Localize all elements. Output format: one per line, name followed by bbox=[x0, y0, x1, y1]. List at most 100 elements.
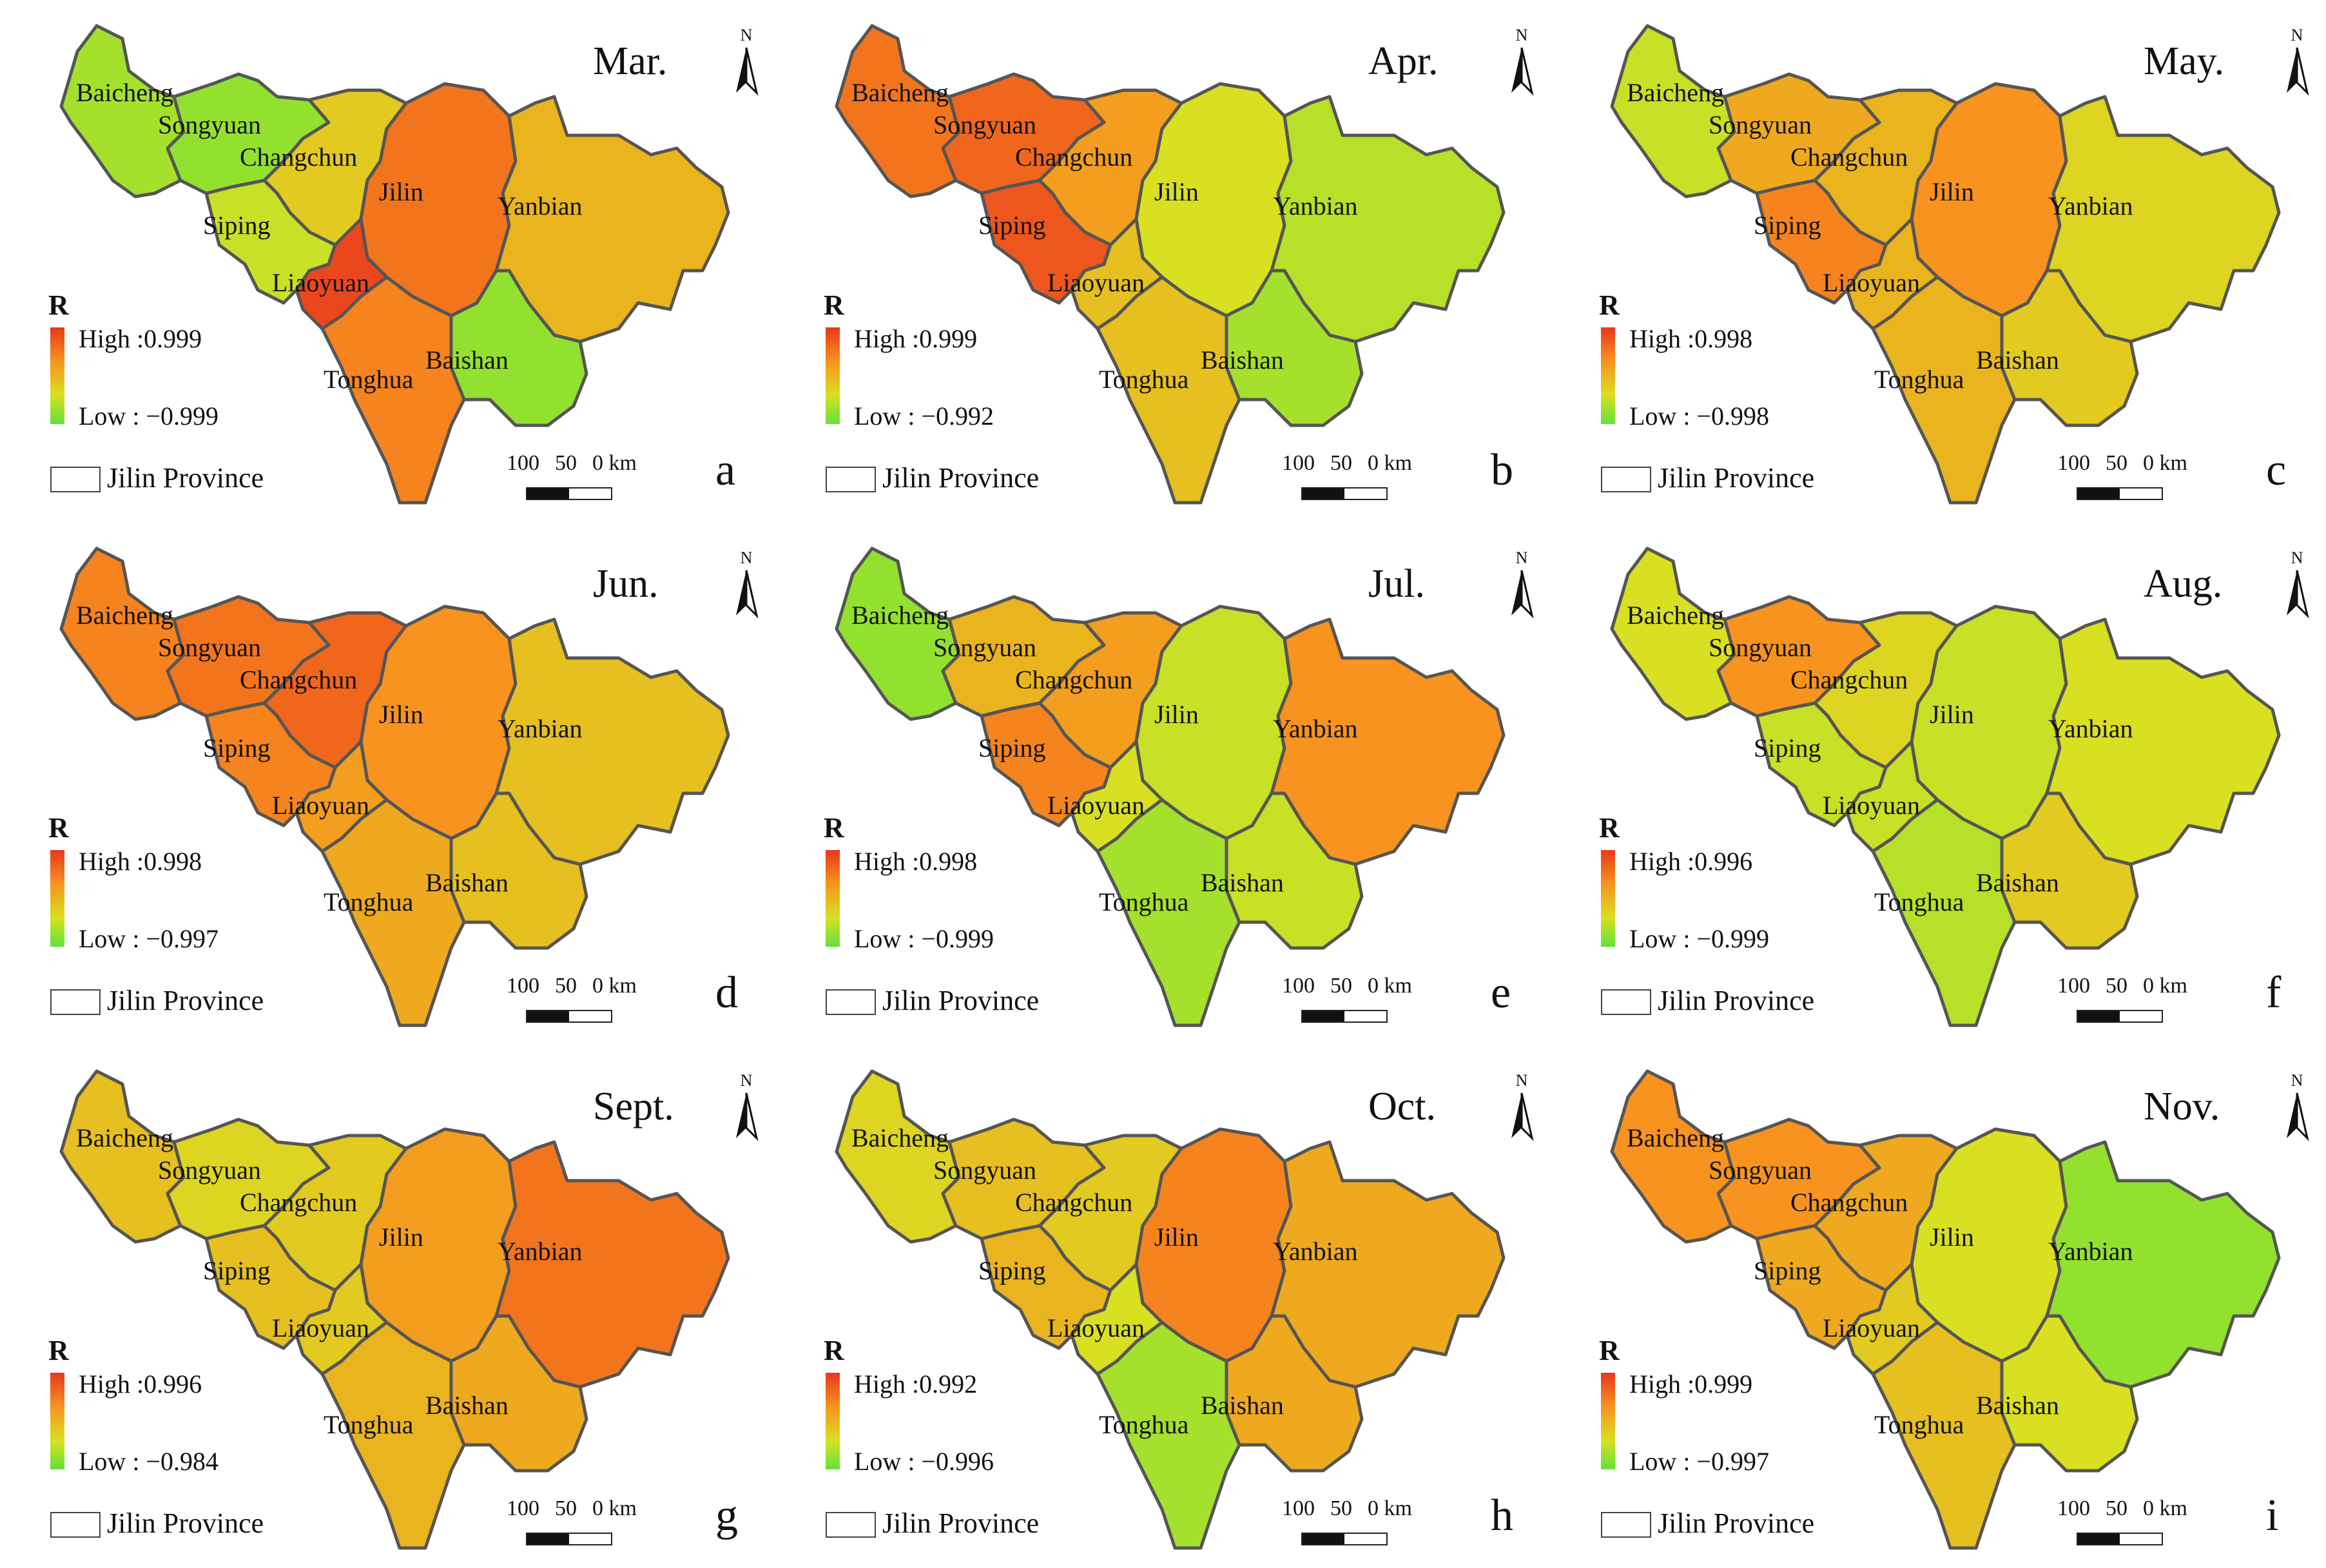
color-ramp bbox=[1601, 850, 1615, 947]
region-liaoyuan bbox=[1845, 1263, 1939, 1376]
city-label-changchun: Changchun bbox=[240, 1188, 358, 1217]
region-tonghua bbox=[320, 798, 466, 1027]
legend-low-value: Low : −0.999 bbox=[854, 924, 994, 953]
city-label-siping: Siping bbox=[978, 211, 1046, 240]
map-panel-g: Baicheng Songyuan Changchun Jilin Yanbian Sip… bbox=[0, 1045, 775, 1568]
province-map-h bbox=[835, 1069, 1506, 1550]
scale-label: 100 bbox=[2057, 451, 2090, 475]
scale-label: 0 km bbox=[1368, 1496, 1412, 1520]
province-legend-label: Jilin Province bbox=[107, 1507, 264, 1539]
region-liaoyuan bbox=[295, 740, 389, 853]
city-label-jilin: Jilin bbox=[1930, 700, 1974, 729]
city-label-baicheng: Baicheng bbox=[1627, 1123, 1725, 1152]
scale-label: 0 km bbox=[592, 451, 637, 475]
city-label-yanbian: Yanbian bbox=[498, 191, 583, 220]
city-label-tonghua: Tonghua bbox=[1874, 1410, 1964, 1439]
north-arrow-icon: N bbox=[2278, 1071, 2316, 1142]
scale-bar-segment bbox=[1303, 1534, 1344, 1544]
scale-bar bbox=[1301, 1533, 1388, 1545]
city-label-baishan: Baishan bbox=[425, 345, 509, 374]
region-tonghua bbox=[1871, 275, 2017, 505]
city-label-siping: Siping bbox=[978, 733, 1046, 762]
scale-bar-labels: 100 50 0 km bbox=[507, 974, 652, 998]
scale-label: 100 bbox=[1282, 974, 1315, 998]
city-label-liaoyuan: Liaoyuan bbox=[1047, 1313, 1145, 1342]
north-arrow-icon: N bbox=[2278, 548, 2316, 619]
city-label-yanbian: Yanbian bbox=[498, 1237, 583, 1266]
panel-letter: a bbox=[715, 445, 736, 495]
city-label-siping: Siping bbox=[203, 1256, 271, 1285]
north-arrow-icon: N bbox=[1502, 26, 1541, 97]
region-tonghua bbox=[1871, 798, 2017, 1027]
legend-title: R bbox=[48, 1335, 69, 1366]
scale-bar-labels: 100 50 0 km bbox=[1282, 1496, 1428, 1521]
city-label-tonghua: Tonghua bbox=[1099, 365, 1189, 394]
scale-bar-segment bbox=[2078, 489, 2120, 499]
city-label-baishan: Baishan bbox=[1201, 1391, 1284, 1420]
north-label: N bbox=[1515, 26, 1528, 44]
city-label-baishan: Baishan bbox=[1201, 345, 1284, 374]
legend-low-value: Low : −0.996 bbox=[854, 1447, 994, 1476]
province-map-e bbox=[835, 547, 1506, 1027]
legend-low-value: Low : −0.999 bbox=[79, 402, 218, 431]
city-label-songyuan: Songyuan bbox=[158, 633, 261, 662]
month-title: May. bbox=[2144, 39, 2225, 83]
scale-bar-labels: 100 50 0 km bbox=[507, 451, 652, 476]
legend-high-value: High :0.998 bbox=[1629, 324, 1753, 353]
city-label-songyuan: Songyuan bbox=[933, 110, 1036, 139]
city-label-songyuan: Songyuan bbox=[1709, 633, 1812, 662]
province-legend-swatch bbox=[1601, 989, 1651, 1015]
north-label: N bbox=[740, 548, 753, 567]
scale-label: 50 bbox=[2106, 451, 2127, 475]
city-label-jilin: Jilin bbox=[1930, 177, 1974, 206]
scale-bar bbox=[2077, 1010, 2163, 1023]
north-label: N bbox=[2291, 1071, 2303, 1090]
city-label-baicheng: Baicheng bbox=[851, 1123, 949, 1152]
city-label-liaoyuan: Liaoyuan bbox=[1823, 268, 1921, 297]
city-label-tonghua: Tonghua bbox=[1874, 365, 1964, 394]
province-legend-swatch bbox=[50, 467, 101, 492]
scale-label: 50 bbox=[555, 451, 577, 475]
scale-label: 50 bbox=[2106, 1496, 2127, 1520]
legend-title: R bbox=[1599, 1335, 1620, 1366]
city-label-liaoyuan: Liaoyuan bbox=[1823, 1313, 1921, 1342]
scale-bar-segment bbox=[1303, 1011, 1344, 1021]
province-legend-swatch bbox=[1601, 1512, 1651, 1538]
city-label-changchun: Changchun bbox=[240, 665, 358, 694]
region-tonghua bbox=[1871, 1321, 2017, 1550]
region-tonghua bbox=[1096, 1321, 1241, 1550]
province-legend-swatch bbox=[50, 1512, 101, 1538]
month-title: Mar. bbox=[593, 39, 668, 83]
province-legend-label: Jilin Province bbox=[1658, 1507, 1815, 1539]
scale-bar-segment bbox=[2078, 1534, 2120, 1544]
legend-title: R bbox=[1599, 812, 1620, 844]
legend-high-value: High :0.992 bbox=[854, 1370, 978, 1399]
city-label-changchun: Changchun bbox=[1015, 665, 1133, 694]
city-label-liaoyuan: Liaoyuan bbox=[272, 1313, 370, 1342]
color-ramp bbox=[50, 327, 64, 424]
scale-label: 50 bbox=[1330, 1496, 1352, 1520]
scale-bar-labels: 100 50 0 km bbox=[1282, 974, 1428, 998]
scale-bar-segment bbox=[527, 489, 569, 499]
city-label-changchun: Changchun bbox=[240, 142, 358, 171]
legend-low-value: Low : −0.984 bbox=[79, 1447, 218, 1476]
panel-letter: c bbox=[2266, 445, 2287, 495]
city-label-tonghua: Tonghua bbox=[1874, 887, 1964, 916]
scale-label: 0 km bbox=[1368, 451, 1412, 475]
legend-low-value: Low : −0.997 bbox=[1629, 1447, 1769, 1476]
province-legend-swatch bbox=[826, 1512, 876, 1538]
legend-high-value: High :0.998 bbox=[79, 847, 202, 876]
province-legend-label: Jilin Province bbox=[882, 462, 1040, 494]
region-tonghua bbox=[1096, 275, 1241, 505]
scale-label: 50 bbox=[2106, 974, 2127, 998]
city-label-baicheng: Baicheng bbox=[1627, 78, 1725, 107]
scale-label: 0 km bbox=[2143, 451, 2187, 475]
legend-low-value: Low : −0.999 bbox=[1629, 924, 1769, 953]
province-legend-label: Jilin Province bbox=[882, 1507, 1040, 1539]
scale-bar bbox=[1301, 487, 1388, 500]
north-label: N bbox=[740, 26, 753, 44]
city-label-yanbian: Yanbian bbox=[498, 714, 583, 743]
province-map-b bbox=[835, 24, 1506, 505]
city-label-baishan: Baishan bbox=[425, 868, 509, 897]
